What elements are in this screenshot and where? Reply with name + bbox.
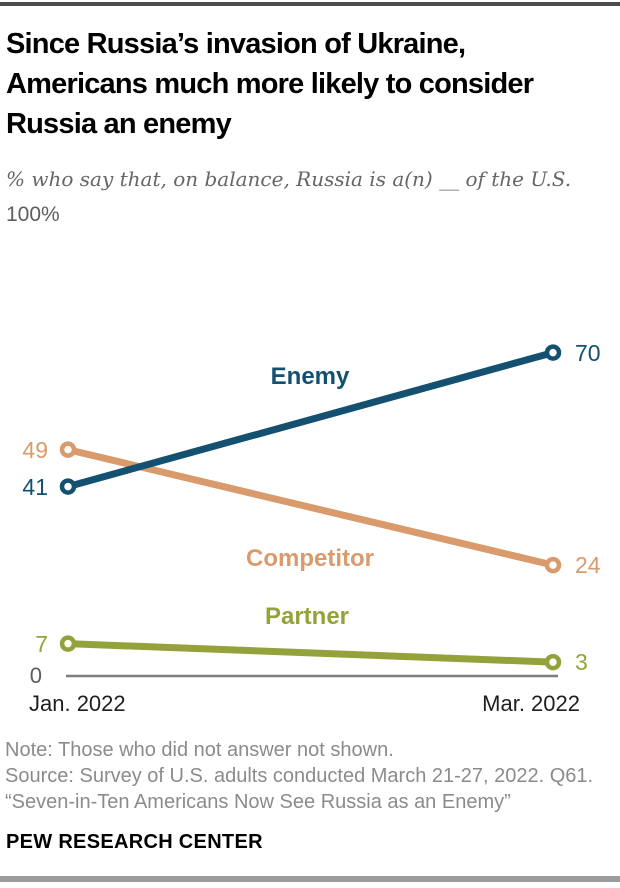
chart-title: Since Russia’s invasion of Ukraine, Amer… xyxy=(6,24,616,144)
x-axis-label-jan: Jan. 2022 xyxy=(29,691,126,716)
series-label-partner: Partner xyxy=(264,603,350,630)
report-title-line: “Seven-in-Ten Americans Now See Russia a… xyxy=(5,791,511,813)
value-label-competitor-end: 24 xyxy=(575,552,601,579)
notes-block: Note: Those who did not answer not shown… xyxy=(5,737,615,815)
bottom-divider xyxy=(0,876,620,882)
series-label-competitor: Competitor xyxy=(246,545,374,572)
chart-subtitle: % who say that, on balance, Russia is a(… xyxy=(6,167,572,191)
value-label-competitor-start: 49 xyxy=(22,436,48,463)
plot-lines-canvas xyxy=(59,344,562,678)
series-label-enemy: Enemy xyxy=(270,363,350,390)
title-line-1: Since Russia’s invasion of Ukraine, xyxy=(6,28,466,60)
source-line: Source: Survey of U.S. adults conducted … xyxy=(5,765,594,787)
line-chart: 100% 0 Enemy Competitor Partner 41 70 49… xyxy=(0,195,620,725)
top-divider xyxy=(0,2,620,6)
value-label-enemy-end: 70 xyxy=(575,339,601,366)
value-label-partner-end: 3 xyxy=(575,649,588,676)
y-axis-top-label: 100% xyxy=(6,203,60,226)
value-label-enemy-start: 41 xyxy=(22,473,48,500)
title-line-2: Americans much more likely to consider xyxy=(6,68,534,100)
note-line: Note: Those who did not answer not shown… xyxy=(5,739,394,761)
value-label-partner-start: 7 xyxy=(35,630,48,657)
x-axis-label-mar: Mar. 2022 xyxy=(482,691,580,716)
title-line-3: Russia an enemy xyxy=(6,108,232,140)
footer-brand: PEW RESEARCH CENTER xyxy=(6,831,263,853)
y-axis-zero-label: 0 xyxy=(29,663,42,688)
